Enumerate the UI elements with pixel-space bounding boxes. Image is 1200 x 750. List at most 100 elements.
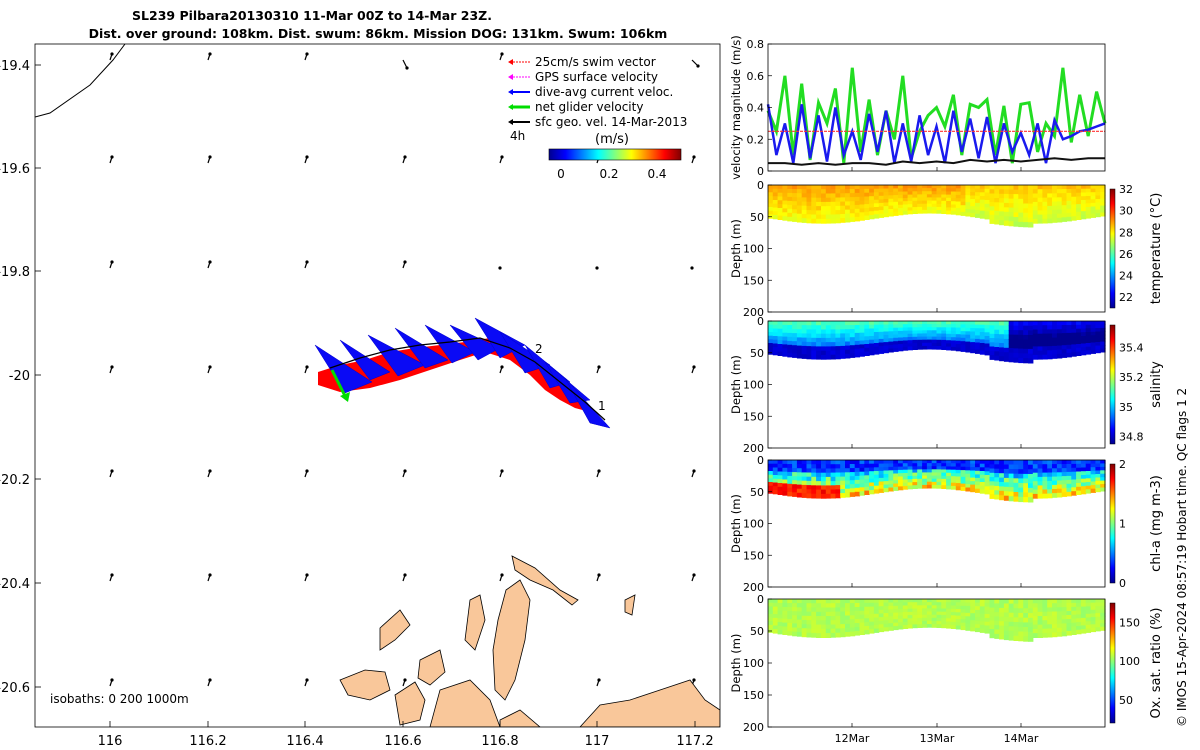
- heatmap-cell: [922, 339, 928, 344]
- heatmap-cell: [907, 330, 913, 335]
- heatmap-cell: [917, 472, 923, 477]
- heatmap-cell: [878, 609, 885, 614]
- heatmap-cell: [1100, 209, 1106, 213]
- heatmap-cell: [1090, 195, 1096, 200]
- heatmap-cell: [830, 210, 836, 216]
- heatmap-cell: [989, 346, 995, 352]
- heatmap-cell: [1085, 324, 1092, 329]
- heatmap-cell: [922, 342, 928, 347]
- heatmap-cell: [1052, 205, 1058, 211]
- heatmap-cell: [1047, 325, 1053, 330]
- heatmap-cell: [796, 193, 803, 198]
- heatmap-cell: [1071, 208, 1077, 213]
- heatmap-cell: [801, 350, 808, 355]
- heatmap-cell: [787, 212, 793, 218]
- heatmap-cell: [979, 335, 986, 340]
- heatmap-cell: [912, 207, 918, 211]
- heatmap-cell: [873, 207, 880, 212]
- heatmap-cell: [950, 618, 957, 623]
- heatmap-cell: [859, 467, 865, 473]
- heatmap-cell: [782, 185, 788, 190]
- heatmap-cell: [777, 622, 783, 627]
- geo-vector: [109, 52, 114, 61]
- heatmap-cell: [1085, 328, 1092, 333]
- geo-vector-head: [208, 573, 212, 577]
- heatmap-cell: [965, 338, 971, 343]
- heatmap-cell: [1042, 603, 1048, 608]
- heatmap-cell: [994, 612, 1000, 618]
- legend-swatch-head: [508, 74, 513, 80]
- y-tick-label: 0.6: [747, 70, 765, 83]
- heatmap-cell: [821, 206, 827, 211]
- heatmap-cell: [1076, 340, 1082, 345]
- heatmap-cell: [1080, 482, 1087, 487]
- heatmap-cell: [984, 471, 990, 476]
- legend-swatch-head: [508, 89, 513, 95]
- heatmap-cell: [917, 342, 923, 347]
- heatmap-cell: [1095, 321, 1101, 326]
- heatmap-cell: [989, 633, 995, 639]
- heatmap-cell: [979, 599, 986, 604]
- geo-vector-head: [500, 469, 504, 473]
- heatmap-cell: [840, 333, 846, 339]
- heatmap-cell: [970, 599, 976, 604]
- heatmap-cell: [849, 329, 856, 334]
- heatmap-cell: [960, 605, 966, 610]
- heatmap-cell: [1042, 476, 1048, 482]
- track-point-label: 1: [598, 399, 606, 413]
- heatmap-cell: [965, 480, 971, 485]
- heatmap-cell: [936, 478, 942, 483]
- heatmap-cell: [830, 197, 836, 203]
- heatmap-cell: [922, 200, 928, 205]
- heatmap-cell: [772, 200, 779, 205]
- heatmap-cell: [806, 210, 812, 215]
- heatmap-cell: [1013, 478, 1019, 484]
- heatmap-cell: [907, 621, 913, 626]
- colorbar-tick-label: 28: [1119, 226, 1133, 239]
- heatmap-cell: [1052, 460, 1058, 465]
- heatmap-cell: [907, 346, 913, 351]
- heatmap-cell: [912, 614, 918, 619]
- heatmap-cell: [946, 188, 952, 192]
- heatmap-cell: [1037, 218, 1043, 224]
- heatmap-cell: [960, 337, 966, 342]
- heatmap-cell: [782, 475, 788, 481]
- heatmap-cell: [893, 337, 899, 342]
- heatmap-cell: [772, 482, 779, 487]
- heatmap-cell: [811, 616, 817, 621]
- heatmap-cell: [840, 493, 846, 498]
- geo-vector-head: [696, 64, 700, 68]
- heatmap-cell: [772, 621, 779, 627]
- heatmap-cell: [955, 476, 962, 481]
- heatmap-cell: [816, 329, 822, 335]
- heatmap-cell: [1013, 626, 1019, 632]
- heatmap-cell: [1061, 480, 1068, 485]
- heatmap-cell: [984, 324, 990, 330]
- heatmap-cell: [1085, 624, 1092, 630]
- heatmap-cell: [1085, 599, 1092, 604]
- heatmap-cell: [1080, 332, 1087, 337]
- heatmap-cell: [816, 325, 822, 330]
- heatmap-cell: [1003, 626, 1010, 632]
- heatmap-cell: [816, 476, 822, 482]
- heatmap-cell: [931, 200, 938, 205]
- heatmap-cell: [970, 602, 976, 607]
- heatmap-cell: [979, 339, 986, 344]
- heatmap-cell: [849, 193, 856, 198]
- heatmap-cell: [864, 340, 870, 345]
- island: [464, 594, 486, 651]
- heatmap-cell: [946, 321, 952, 325]
- heatmap-cell: [1071, 340, 1077, 345]
- heatmap-cell: [821, 218, 827, 224]
- heatmap-cell: [888, 345, 894, 349]
- heatmap-cell: [782, 324, 788, 330]
- heatmap-cell: [1023, 469, 1029, 475]
- heatmap-cell: [950, 327, 957, 332]
- heatmap-cell: [893, 188, 899, 193]
- heatmap-cell: [1090, 606, 1096, 611]
- heatmap-cell: [1032, 329, 1039, 335]
- heatmap-cell: [1066, 325, 1072, 330]
- heatmap-cell: [902, 321, 909, 325]
- heatmap-cell: [801, 345, 808, 351]
- heatmap-cell: [821, 485, 827, 491]
